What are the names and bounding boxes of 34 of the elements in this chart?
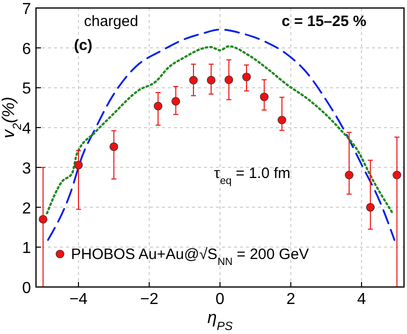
point	[260, 92, 269, 102]
point	[154, 102, 162, 110]
point	[392, 170, 402, 180]
y-tick-label: 7	[22, 1, 32, 18]
y-tick-label: 6	[22, 40, 32, 58]
point	[171, 96, 180, 106]
x-tick-label: 4	[357, 291, 366, 308]
point	[278, 116, 286, 124]
x-tick-label: 2	[286, 291, 296, 308]
y-tick-label: 5	[22, 80, 32, 98]
annotation: c = 15–25 %	[282, 13, 366, 30]
legend-label: PHOBOS Au+Au@√S$_{NN}$ = 200 GeV	[71, 246, 309, 268]
annotation: τ$_{eq}$ = 1.0 fm	[214, 165, 290, 187]
y-tick-label: 0	[22, 280, 32, 297]
y-tick-label: 2	[22, 200, 32, 218]
y-tick-label: 4	[22, 120, 32, 138]
point	[224, 75, 234, 84]
point	[38, 214, 48, 224]
point	[366, 202, 375, 212]
point	[206, 76, 216, 84]
y-tick-label: 1	[22, 240, 32, 258]
x-tick-label: −2	[140, 291, 158, 308]
x-tick-label: 0	[216, 291, 225, 308]
line-series	[47, 28, 396, 241]
point	[74, 160, 83, 170]
point	[344, 170, 354, 180]
y-tick-label: 3	[22, 160, 32, 178]
point	[110, 142, 118, 152]
x-tick-label: −4	[69, 291, 88, 308]
point	[242, 72, 251, 82]
x-axis-title: η$_{PS}$	[207, 308, 233, 333]
annotation: charged	[84, 13, 138, 30]
annotation: (c)	[74, 37, 92, 54]
point	[189, 76, 198, 84]
